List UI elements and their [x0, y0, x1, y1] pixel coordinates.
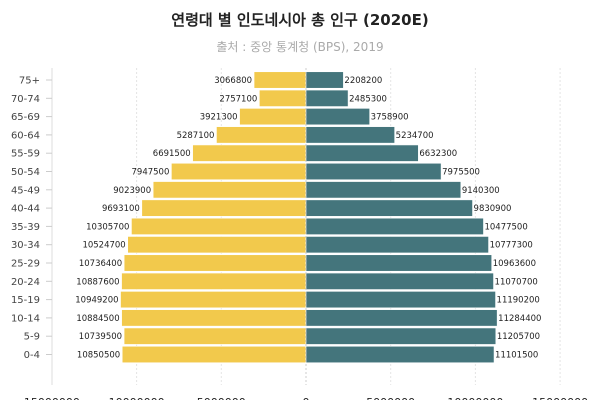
- data-label-left: 10305700: [86, 222, 129, 232]
- data-label-left: 9023900: [113, 186, 151, 196]
- data-label-right: 7975500: [442, 168, 480, 178]
- data-label-right: 2208200: [344, 76, 382, 86]
- data-label-right: 11070700: [495, 277, 538, 287]
- bar-left: [121, 272, 307, 290]
- chart-title: 연령대 별 인도네시아 총 인구 (2020E): [171, 11, 429, 29]
- data-label-right: 10477500: [484, 222, 527, 232]
- data-label-left: 3921300: [200, 113, 238, 123]
- bar-left: [253, 71, 307, 89]
- bar-left: [152, 181, 307, 199]
- category-label: 55-59: [11, 149, 40, 160]
- bar-left: [121, 345, 307, 364]
- data-label-left: 9693100: [102, 204, 140, 214]
- bar-right: [305, 108, 370, 126]
- bar-right: [305, 345, 495, 364]
- data-label-left: 10524700: [82, 241, 125, 251]
- bar-left: [141, 199, 307, 217]
- data-label-left: 10739500: [79, 332, 122, 342]
- category-label: 70-74: [11, 94, 40, 105]
- category-label: 0-4: [24, 350, 40, 361]
- bar-left: [192, 144, 307, 162]
- data-label-right: 11205700: [497, 332, 540, 342]
- data-label-right: 9140300: [462, 186, 500, 196]
- data-label-right: 11284400: [498, 314, 541, 324]
- data-label-left: 10884500: [76, 314, 119, 324]
- category-label: 35-39: [11, 222, 40, 233]
- x-tick-label: 5000000: [366, 396, 415, 400]
- data-label-right: 10777300: [490, 241, 533, 251]
- bar-right: [305, 327, 497, 345]
- bar-left: [120, 291, 307, 309]
- x-tick-label: 15000000: [24, 396, 80, 400]
- category-label: 30-34: [11, 240, 40, 251]
- category-label: 65-69: [11, 112, 40, 123]
- category-label: 60-64: [11, 130, 40, 141]
- bar-right: [305, 181, 462, 199]
- data-label-right: 11101500: [495, 351, 538, 361]
- bar-left: [216, 126, 307, 144]
- data-label-right: 6632300: [419, 149, 457, 159]
- bar-right: [305, 126, 395, 144]
- bar-left: [171, 162, 307, 181]
- data-label-right: 3758900: [371, 113, 409, 123]
- bar-right: [305, 309, 498, 327]
- category-label: 45-49: [11, 185, 40, 196]
- x-tick-label: 10000000: [109, 396, 165, 400]
- bar-right: [305, 254, 493, 272]
- data-label-left: 3066800: [214, 76, 252, 86]
- bar-right: [305, 236, 489, 254]
- data-label-left: 10850500: [77, 351, 120, 361]
- bar-left: [131, 217, 307, 235]
- category-label: 5-9: [24, 332, 40, 343]
- x-tick-label: 10000000: [447, 396, 503, 400]
- data-label-left: 5287100: [177, 131, 215, 141]
- category-label: 75+: [19, 76, 40, 87]
- bar-left: [123, 327, 307, 345]
- x-tick-label: 15000000: [532, 396, 588, 400]
- bar-left: [239, 108, 307, 126]
- bar-right: [305, 71, 344, 89]
- data-label-left: 10949200: [75, 296, 118, 306]
- category-label: 40-44: [11, 204, 40, 215]
- data-label-right: 10963600: [493, 259, 536, 269]
- data-label-left: 6691500: [153, 149, 191, 159]
- chart-subtitle: 출처 : 중앙 통계청 (BPS), 2019: [216, 40, 384, 54]
- bar-left: [127, 236, 307, 254]
- data-label-right: 11190200: [497, 296, 540, 306]
- data-label-right: 2485300: [349, 94, 387, 104]
- bar-right: [305, 144, 419, 162]
- bar-right: [305, 199, 473, 217]
- category-label: 10-14: [11, 313, 40, 324]
- data-label-left: 10887600: [76, 277, 119, 287]
- data-label-left: 2757100: [219, 94, 257, 104]
- category-label: 50-54: [11, 167, 40, 178]
- data-label-left: 10736400: [79, 259, 122, 269]
- bar-left: [258, 89, 307, 107]
- bar-right: [305, 272, 494, 290]
- category-label: 20-24: [11, 277, 40, 288]
- bar-right: [305, 89, 349, 107]
- data-label-right: 5234700: [396, 131, 434, 141]
- bar-right: [305, 217, 484, 235]
- category-label: 25-29: [11, 259, 40, 270]
- data-label-right: 9830900: [474, 204, 512, 214]
- x-tick-label: 0: [303, 396, 310, 400]
- x-tick-label: 5000000: [197, 396, 246, 400]
- bar-right: [305, 291, 496, 309]
- bar-right: [305, 162, 442, 181]
- data-label-left: 7947500: [132, 168, 170, 178]
- category-label: 15-19: [11, 295, 40, 306]
- bar-left: [121, 309, 307, 327]
- bar-left: [123, 254, 307, 272]
